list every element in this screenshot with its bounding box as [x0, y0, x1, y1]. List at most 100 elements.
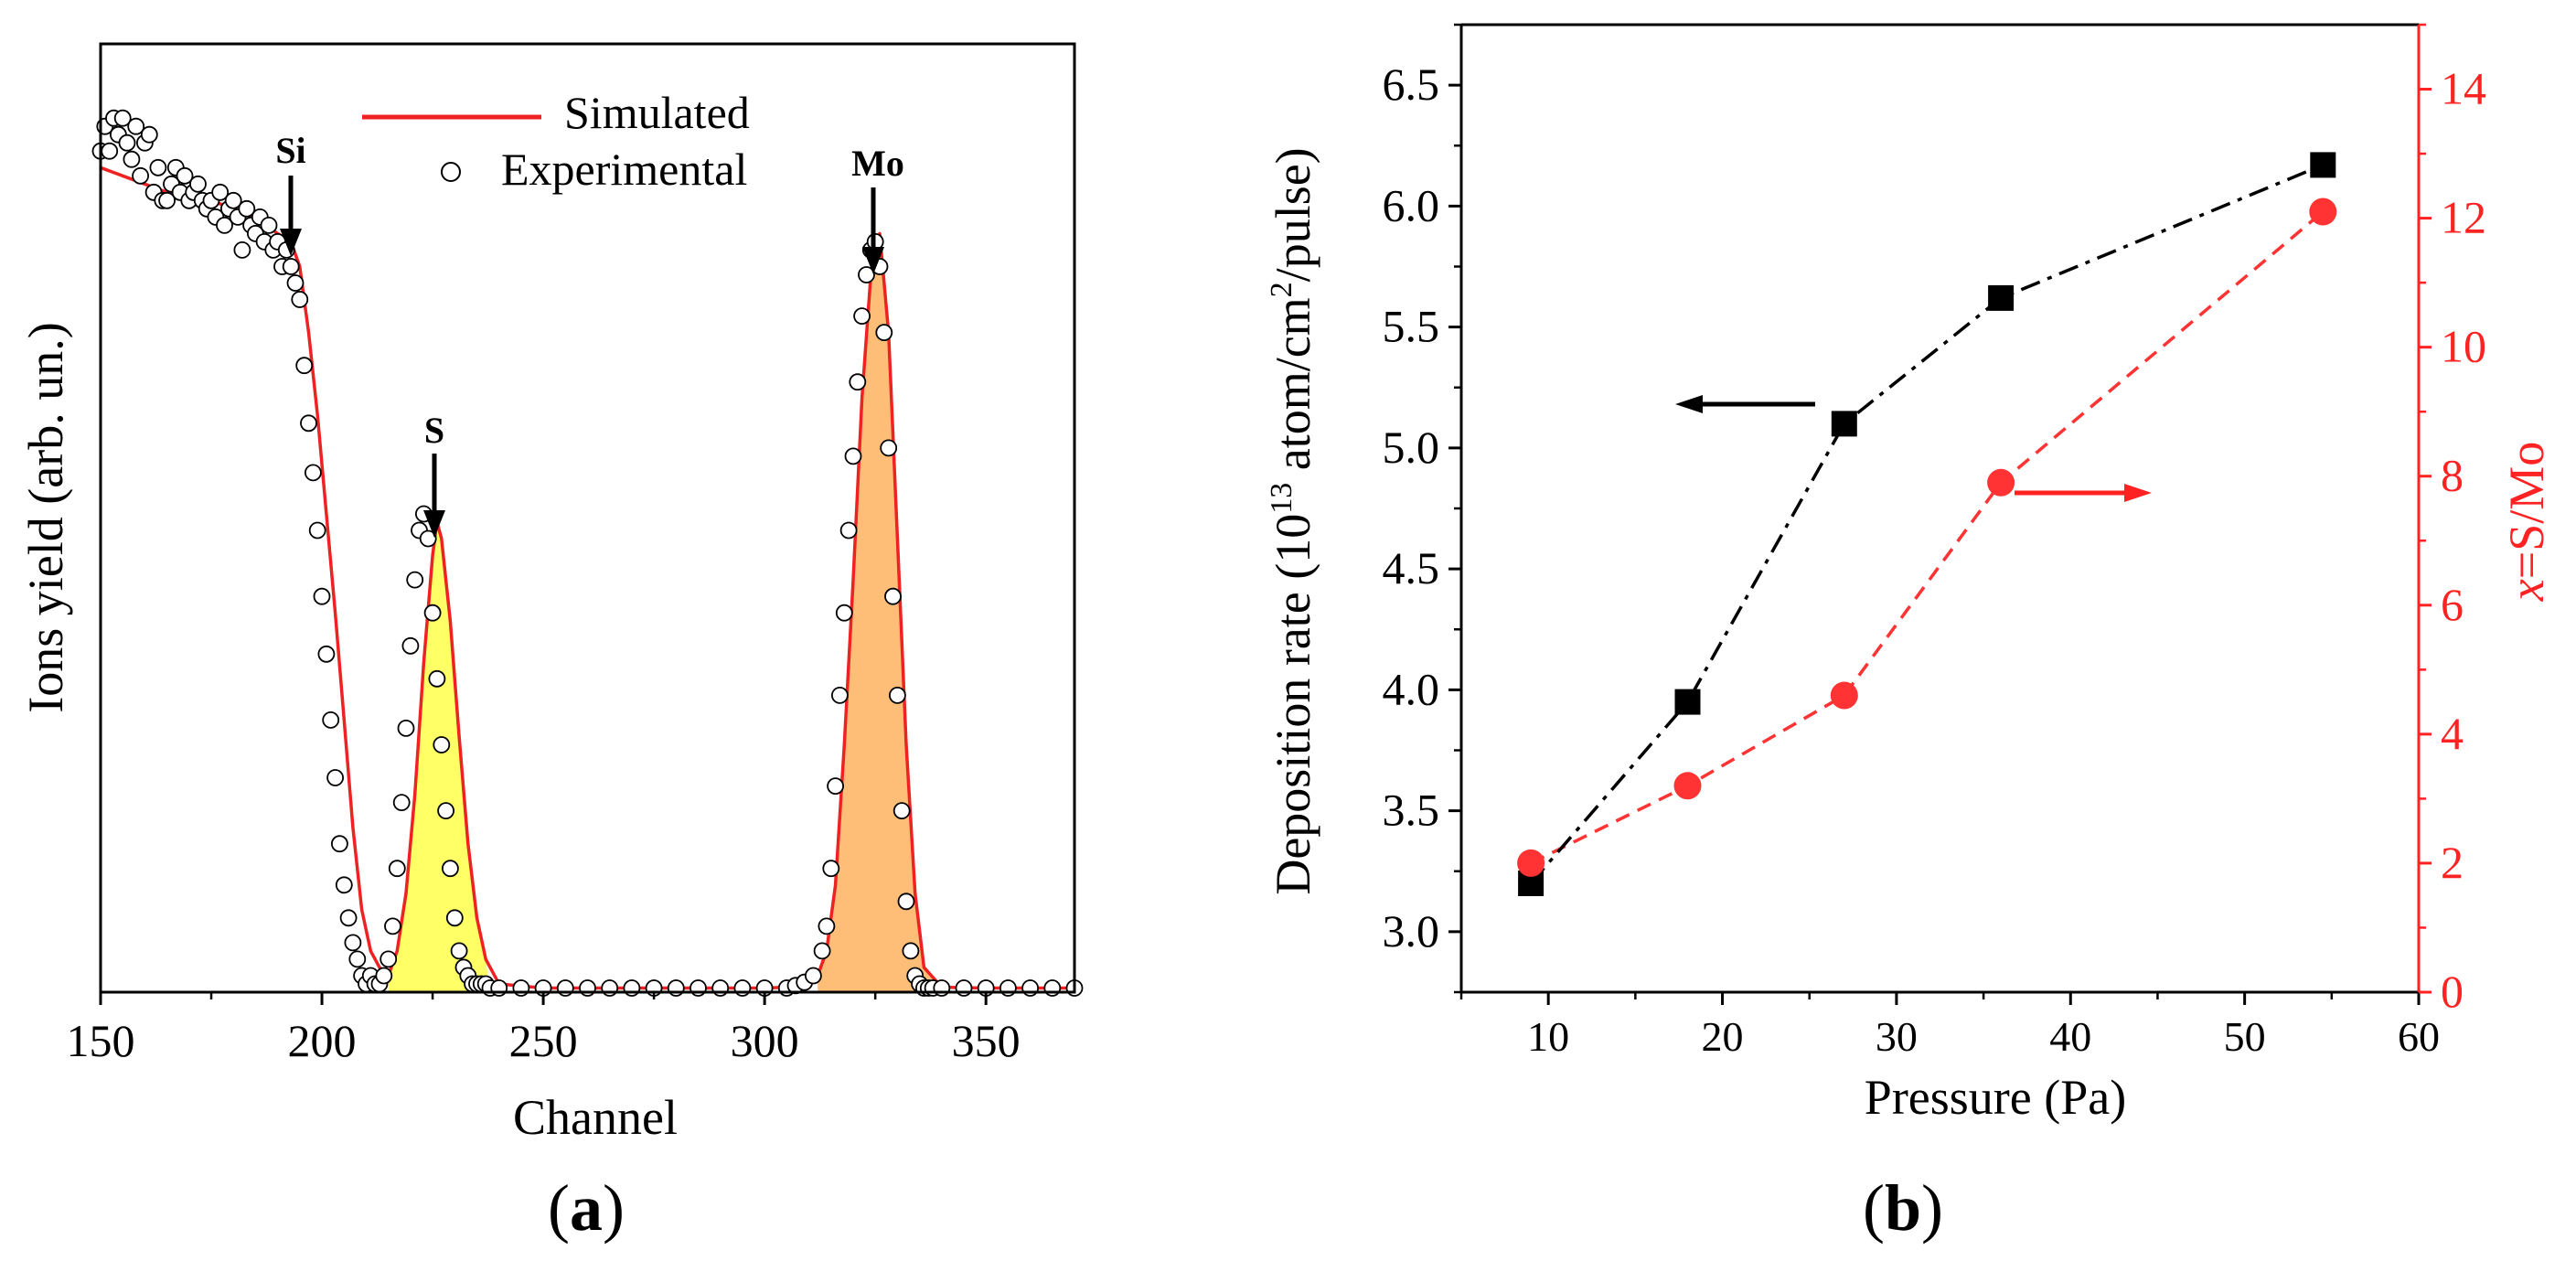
legend-simulated-label: Simulated: [564, 87, 750, 138]
experimental-point: [893, 802, 911, 819]
experimental-point: [189, 175, 207, 193]
experimental-point: [295, 357, 314, 375]
experimental-point: [827, 777, 844, 795]
experimental-point: [853, 307, 871, 326]
x-tick-label-a: 150: [67, 1015, 135, 1066]
experimental-point: [286, 274, 305, 292]
experimental-point: [875, 324, 893, 342]
annotation-s-label: S: [424, 410, 444, 451]
experimental-point: [392, 794, 411, 811]
y-right-tick-label-b: 12: [2441, 192, 2486, 243]
experimental-point: [406, 571, 424, 589]
experimental-point: [450, 942, 468, 960]
experimental-points: [91, 109, 1084, 997]
experimental-point: [880, 439, 898, 457]
x-tick-label-a: 250: [509, 1015, 578, 1066]
experimental-point: [304, 464, 322, 482]
experimental-point: [384, 917, 401, 935]
simulated-curve: [100, 166, 1074, 990]
experimental-point: [844, 447, 862, 465]
sulfur-ratio-point: [1830, 681, 1858, 710]
y-right-tick-label-b: 4: [2441, 708, 2464, 759]
annotation-s-arrowhead: [423, 510, 445, 538]
x-axis-label-b: Pressure (Pa): [1865, 1070, 2126, 1125]
y-right-tick-label-b: 6: [2441, 579, 2464, 630]
experimental-point: [822, 860, 840, 878]
experimental-point: [300, 414, 317, 433]
experimental-point: [445, 909, 464, 927]
experimental-point: [839, 521, 858, 540]
y-right-tick-label-b: 8: [2441, 450, 2464, 501]
experimental-point: [216, 216, 233, 234]
experimental-point: [149, 158, 167, 176]
annotation-si-label: Si: [275, 130, 305, 171]
experimental-point: [113, 109, 132, 127]
experimental-point: [397, 720, 415, 737]
experimental-point: [835, 604, 853, 622]
experimental-point: [123, 150, 141, 168]
y-axis-label-right-b: x=S/Mo: [2499, 442, 2554, 602]
x-tick-label-b: 40: [2049, 1013, 2091, 1060]
experimental-point: [858, 266, 875, 283]
y-axis-label-a: Ions yield (arb. un.): [18, 322, 73, 712]
sulfur-ratio-point: [1987, 468, 2015, 497]
x-axis-label-a: Channel: [513, 1090, 678, 1145]
experimental-point: [308, 521, 326, 540]
experimental-point: [419, 529, 437, 548]
mo-peak-fill: [818, 233, 942, 992]
y-left-tick-label-b: 5.0: [1383, 422, 1440, 473]
annotation-si: Si: [275, 130, 306, 256]
experimental-point: [322, 711, 340, 729]
right-axis-arrow: [2015, 484, 2152, 502]
y-right-tick-label-b: 14: [2441, 63, 2486, 114]
experimental-point: [238, 199, 256, 218]
experimental-point: [344, 934, 362, 952]
experimental-point: [441, 860, 459, 878]
x-tick-label-b: 50: [2224, 1013, 2266, 1060]
annotation-mo-arrowhead: [862, 247, 884, 274]
y-left-tick-label-b: 6.5: [1383, 59, 1440, 110]
annotation-s: S: [423, 410, 445, 538]
experimental-point: [330, 835, 348, 853]
experimental-point: [849, 373, 867, 391]
experimental-point: [118, 134, 136, 152]
experimental-point: [158, 191, 176, 209]
y-left-tick-label-b: 3.0: [1383, 905, 1440, 956]
panel-label-b: (b): [1863, 1171, 1943, 1245]
axes-b: 10 20 30 40 50 60 3.0 3.5 4.0 4.5 5.0 5.5 6.0 6.5 0 2 4 6…: [1383, 23, 2486, 1060]
experimental-point: [902, 942, 920, 960]
y-axis-label-left-b: Deposition rate (1013 atom/cm2/pulse): [1265, 147, 1320, 894]
deposition-rate-point: [2310, 152, 2336, 178]
legend-a: Simulated Experimental: [362, 87, 750, 195]
experimental-point: [282, 258, 300, 275]
experimental-point: [805, 967, 822, 985]
y-left-tick-label-b: 4.5: [1383, 542, 1440, 593]
panel-label-a: (a): [548, 1171, 625, 1245]
experimental-point: [428, 669, 446, 688]
panel-letter-a: a: [570, 1171, 603, 1245]
experimental-point: [831, 687, 849, 704]
left-axis-arrow: [1675, 395, 1815, 413]
x-tick-label-b: 30: [1876, 1013, 1918, 1060]
experimental-point: [233, 240, 251, 259]
x-tick-label-a: 300: [731, 1015, 799, 1066]
y-left-tick-label-b: 6.0: [1383, 179, 1440, 230]
experimental-point: [176, 166, 194, 185]
experimental-point: [379, 950, 398, 968]
experimental-point: [101, 142, 119, 160]
experimental-point: [897, 892, 915, 911]
experimental-point: [348, 950, 367, 968]
panel-a: 150 200 250 300 350 Si S Mo Simulated: [18, 42, 1084, 1245]
experimental-point: [375, 967, 393, 985]
plot-frame-a: [99, 42, 1076, 994]
experimental-point: [423, 604, 442, 622]
x-tick-label-b: 20: [1702, 1013, 1744, 1060]
sulfur-ratio-point: [1673, 772, 1702, 800]
annotation-mo-label: Mo: [851, 143, 904, 184]
experimental-point: [224, 191, 242, 209]
s-peak-fill: [388, 522, 490, 992]
annotation-mo: Mo: [851, 143, 904, 274]
legend-experimental-swatch: [441, 162, 461, 182]
sulfur-ratio-point: [1517, 849, 1545, 877]
